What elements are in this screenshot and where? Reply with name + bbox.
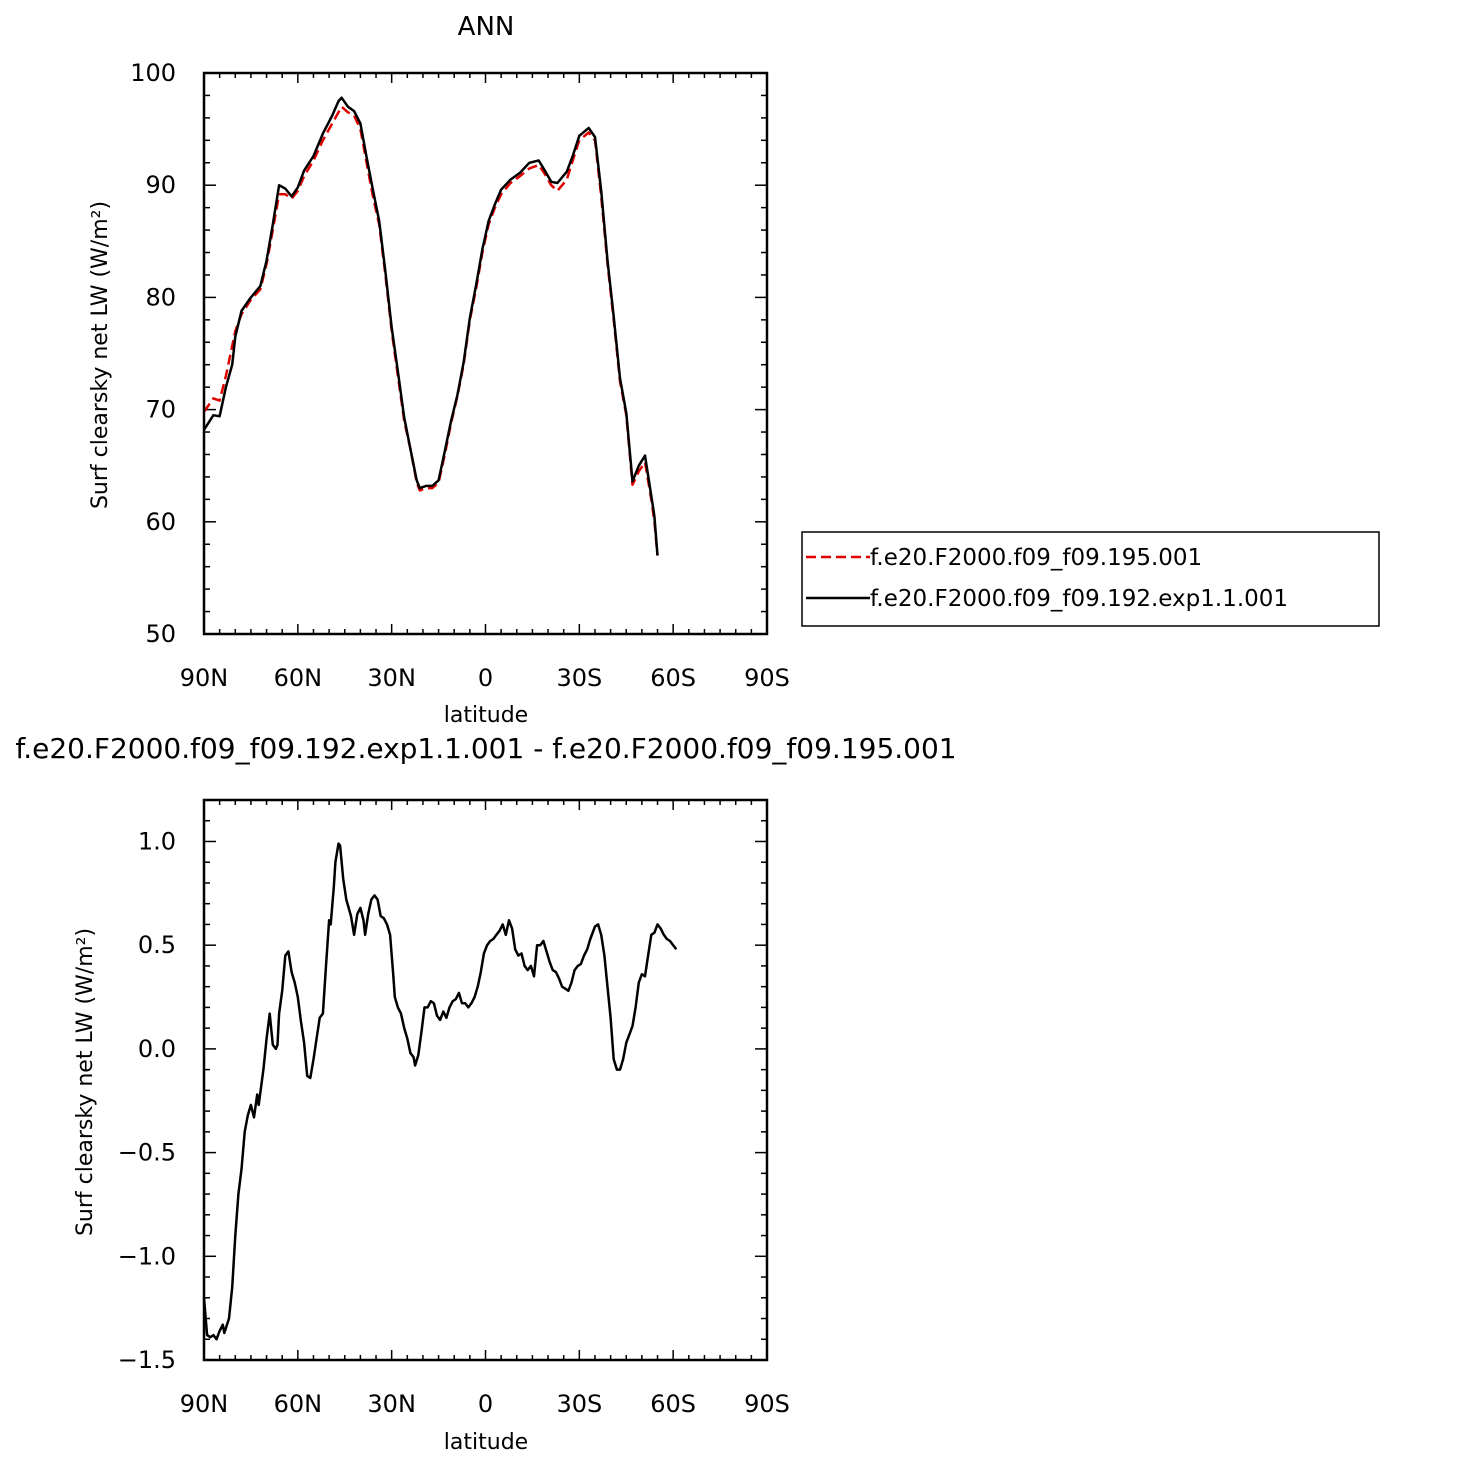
y-tick-label: 80 <box>145 283 176 311</box>
x-tick-label: 30N <box>367 664 416 692</box>
bottom-chart-title: f.e20.F2000.f09_f09.192.exp1.1.001 - f.e… <box>15 732 956 765</box>
legend: f.e20.F2000.f09_f09.195.001 f.e20.F2000.… <box>801 531 1380 627</box>
x-tick-label: 30S <box>556 664 602 692</box>
series-line-1 <box>202 96 659 556</box>
legend-box <box>801 531 1380 627</box>
y-tick-label: 60 <box>145 508 176 536</box>
top-plot-frame <box>202 71 769 636</box>
x-tick-label: 30S <box>556 1390 602 1418</box>
y-tick-label: −0.5 <box>118 1139 176 1167</box>
top-x-axis-label: latitude <box>444 703 528 728</box>
bottom-y-axis-label: Surf clearsky net LW (W/m²) <box>73 928 98 1236</box>
y-tick-label: −1.5 <box>118 1346 176 1374</box>
y-tick-label: 0.0 <box>138 1035 176 1063</box>
y-tick-label: 90 <box>145 171 176 199</box>
y-tick-label: 50 <box>145 620 176 648</box>
x-tick-label: 60S <box>650 664 696 692</box>
bottom-x-axis-label: latitude <box>444 1430 528 1455</box>
x-tick-label: 60N <box>274 664 323 692</box>
y-tick-label: 1.0 <box>138 827 176 855</box>
bottom-plot-frame <box>202 798 769 1362</box>
y-tick-label: 100 <box>130 59 176 87</box>
series-line-0 <box>202 105 659 556</box>
legend-label-195: f.e20.F2000.f09_f09.195.001 <box>870 545 1202 571</box>
series-line-0 <box>202 842 678 1341</box>
top-y-axis-label: Surf clearsky net LW (W/m²) <box>88 201 113 509</box>
x-tick-label: 60N <box>274 1390 323 1418</box>
y-tick-label: 70 <box>145 396 176 424</box>
bottom-plot-area <box>202 842 678 1341</box>
y-tick-label: 0.5 <box>138 931 176 959</box>
legend-label-192: f.e20.F2000.f09_f09.192.exp1.1.001 <box>870 586 1288 612</box>
x-tick-label: 90N <box>180 664 229 692</box>
x-tick-label: 90S <box>744 664 790 692</box>
x-tick-label: 0 <box>478 1390 493 1418</box>
x-tick-label: 0 <box>478 664 493 692</box>
top-plot-area <box>202 96 659 556</box>
x-tick-label: 60S <box>650 1390 696 1418</box>
x-tick-label: 30N <box>367 1390 416 1418</box>
x-tick-label: 90N <box>180 1390 229 1418</box>
top-chart-title: ANN <box>458 12 515 42</box>
y-tick-label: −1.0 <box>118 1242 176 1270</box>
bottom-axes-ticks: 90N 60N 30N 0 30S 60S 90S −1.5 −1.0 −0.5 0.0 0.5 1.0 <box>118 799 790 1418</box>
bottom-panel: f.e20.F2000.f09_f09.192.exp1.1.001 - f.e… <box>15 732 956 1455</box>
top-panel: ANN 90N 60N 30N 0 30S 60S 90S 50 60 70 80 90 100 lat… <box>88 12 1380 728</box>
x-tick-label: 90S <box>744 1390 790 1418</box>
